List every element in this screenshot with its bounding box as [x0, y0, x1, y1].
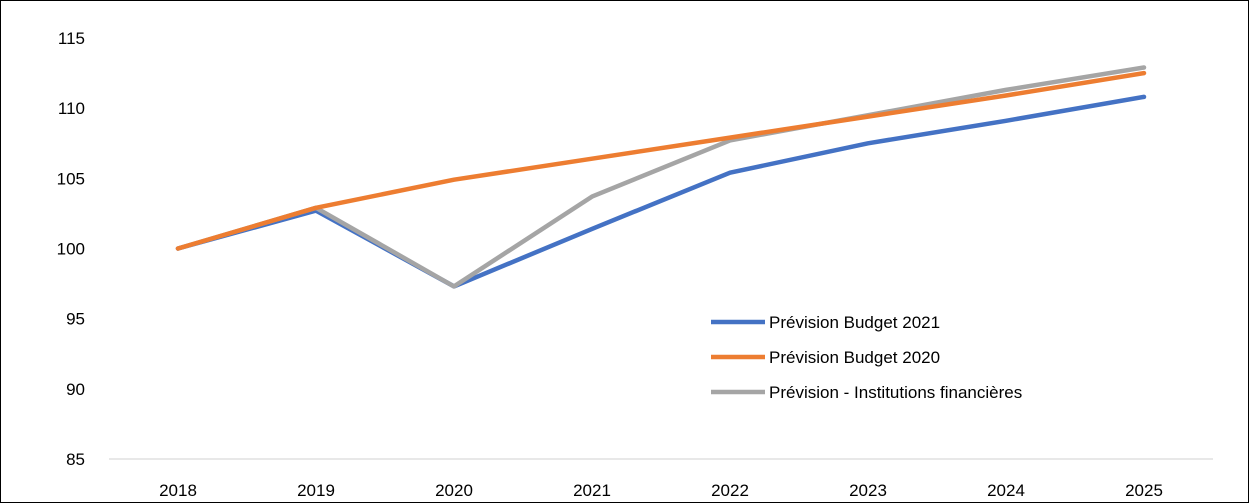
- x-tick-label: 2019: [297, 481, 335, 500]
- series-lines: [175, 65, 1147, 289]
- y-tick-label: 95: [66, 310, 85, 329]
- y-tick-label: 85: [66, 450, 85, 469]
- legend-label: Prévision - Institutions financières: [769, 383, 1022, 402]
- legend-label: Prévision Budget 2021: [769, 313, 940, 332]
- legend-label: Prévision Budget 2020: [769, 348, 940, 367]
- x-tick-label: 2025: [1125, 481, 1163, 500]
- x-tick-label: 2022: [711, 481, 749, 500]
- axes: 85 90 95 100 105 110 115 2018 2019 2020 2021 2022 20…: [57, 29, 1213, 500]
- y-tick-label: 90: [66, 380, 85, 399]
- series-line-2: [175, 70, 1147, 251]
- y-tick-label: 100: [57, 240, 85, 259]
- x-tick-label: 2020: [435, 481, 473, 500]
- x-tick-label: 2023: [849, 481, 887, 500]
- series-line-1: [175, 94, 1147, 289]
- series-line-3: [175, 65, 1147, 289]
- y-tick-label: 110: [58, 99, 85, 118]
- x-tick-label: 2018: [159, 481, 197, 500]
- y-tick-label: 115: [58, 29, 85, 48]
- x-tick-label: 2024: [987, 481, 1025, 500]
- y-tick-label: 105: [57, 169, 85, 188]
- legend: Prévision Budget 2021 Prévision Budget 20…: [711, 313, 1022, 402]
- x-tick-label: 2021: [573, 481, 611, 500]
